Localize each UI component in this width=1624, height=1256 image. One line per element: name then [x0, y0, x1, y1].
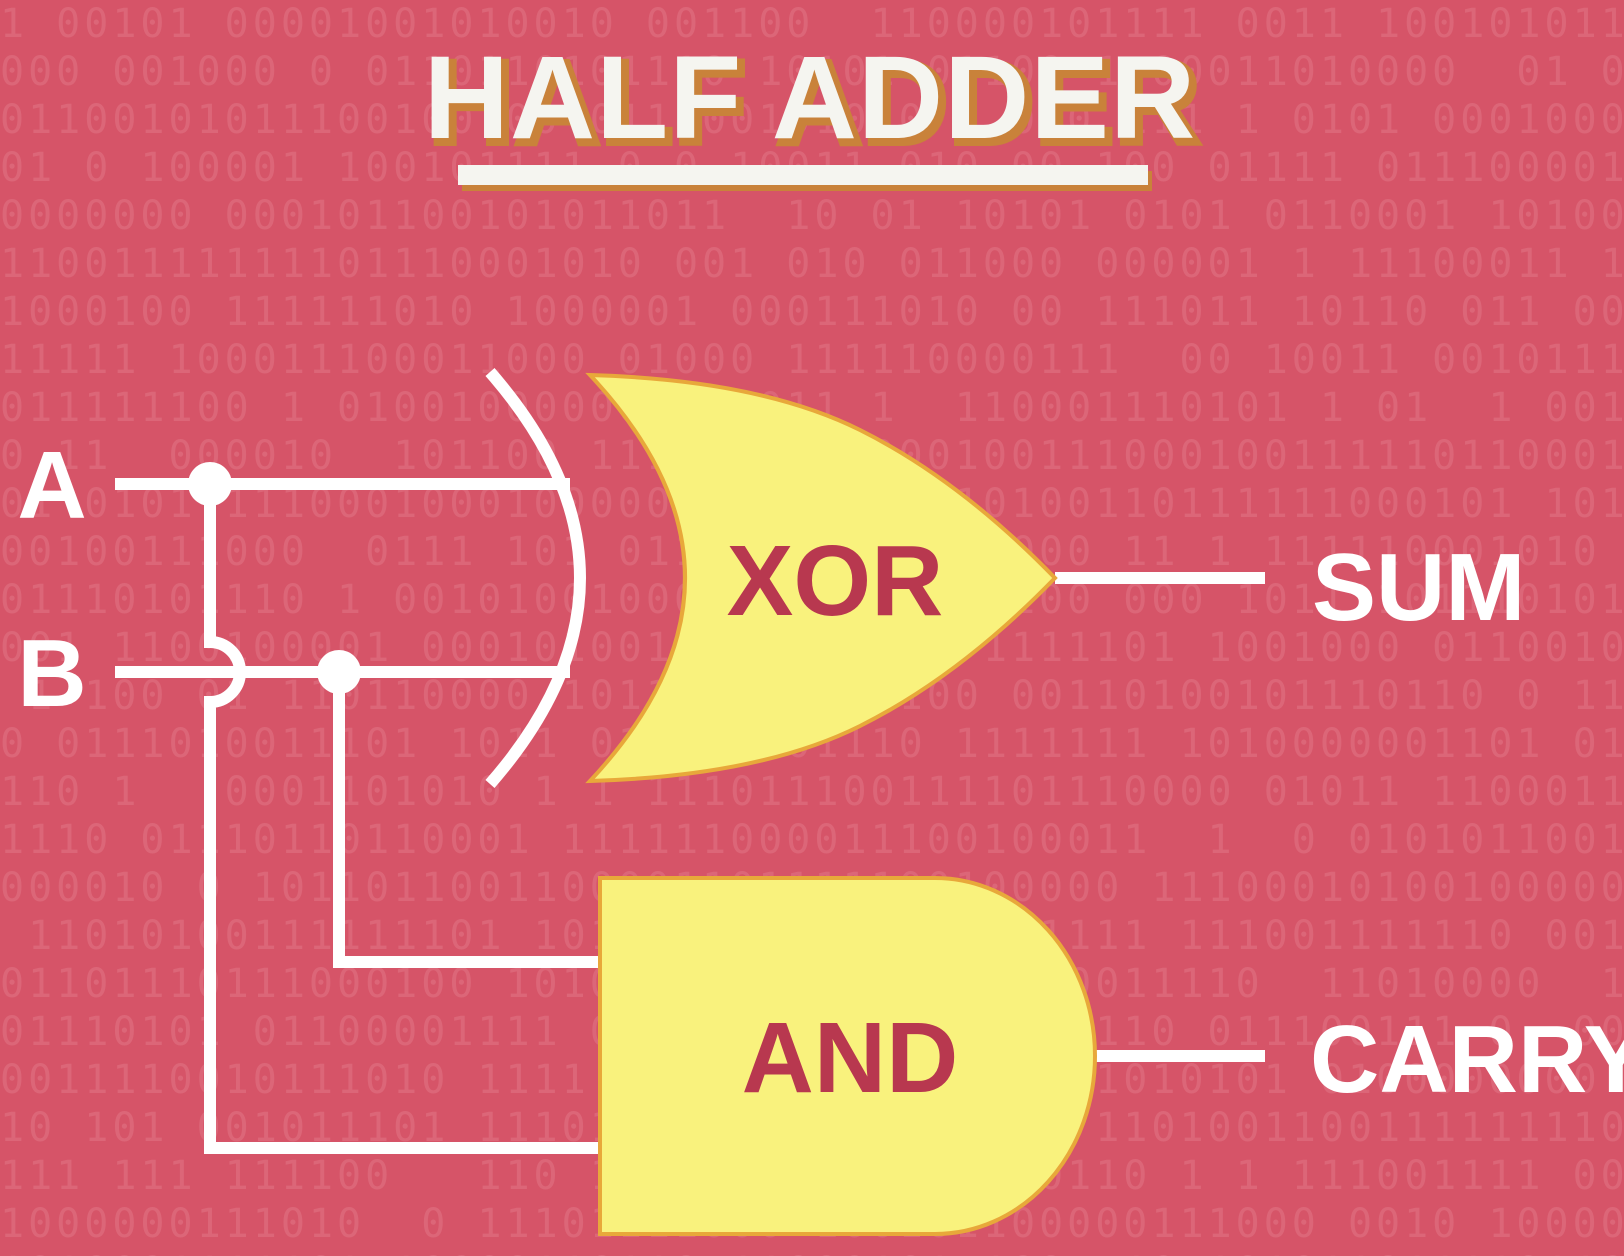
wire-b-branch-down: [333, 672, 602, 968]
wire-a-branch-down: [204, 484, 602, 1154]
xor-gate: XOR: [585, 372, 1058, 784]
input-b-label: B: [17, 620, 86, 727]
page-title-shadow: HALF ADDER: [429, 37, 1202, 169]
title-group: HALF ADDER HALF ADDER: [424, 32, 1203, 191]
output-carry-label: CARRY: [1310, 1006, 1624, 1113]
junction-dot-b: [317, 650, 361, 694]
page-title: HALF ADDER: [424, 32, 1197, 164]
xor-extra-input-curve: [485, 368, 586, 788]
output-sum-label: SUM: [1312, 534, 1525, 641]
xor-gate-label: XOR: [727, 525, 944, 637]
and-gate: AND: [598, 876, 1097, 1236]
title-underline: [458, 165, 1148, 185]
and-gate-label: AND: [742, 1002, 959, 1114]
input-a-label: A: [17, 432, 86, 539]
junction-dot-a: [188, 462, 232, 506]
and-gate-body: [598, 876, 1097, 1236]
xor-gate-body: [585, 372, 1058, 784]
